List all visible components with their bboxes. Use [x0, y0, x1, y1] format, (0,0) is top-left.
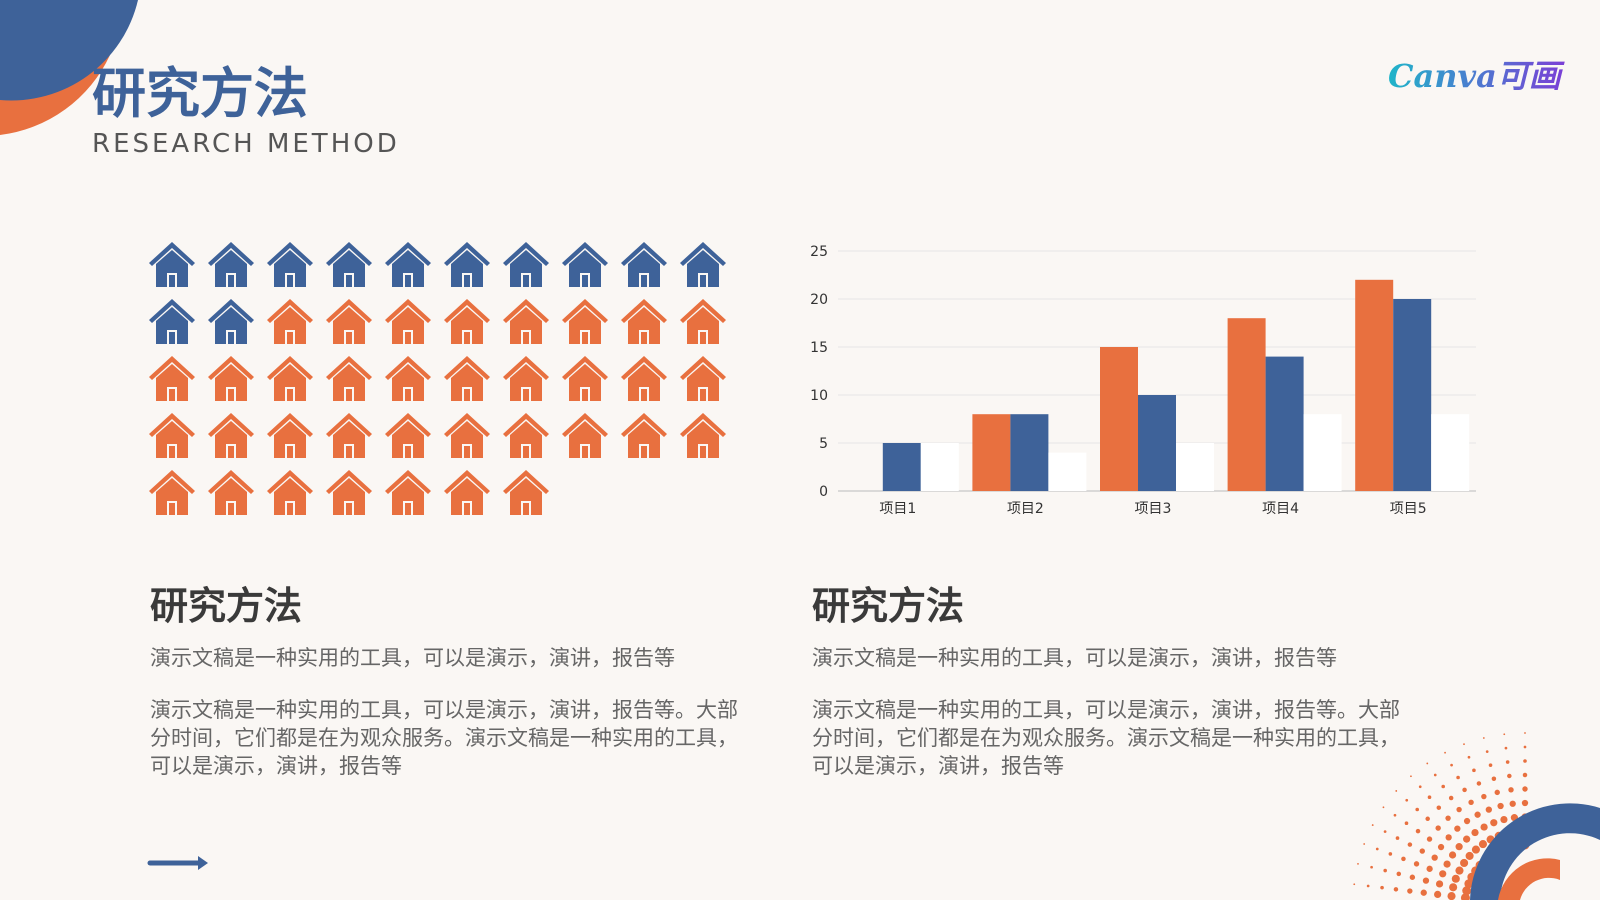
bar — [1355, 279, 1394, 491]
house-icon — [503, 413, 549, 458]
x-tick-label: 项目3 — [1135, 501, 1172, 517]
bar — [1265, 356, 1304, 491]
house-icon — [680, 242, 726, 287]
title: 研究方法 — [92, 62, 308, 125]
x-tick-label: 项目4 — [1262, 501, 1299, 517]
house-icon — [326, 470, 372, 515]
house-icon — [149, 470, 195, 515]
bar — [1048, 452, 1087, 491]
corner-arc — [1470, 803, 1600, 900]
bar — [920, 443, 959, 491]
y-tick-label: 20 — [810, 292, 828, 308]
house-icon — [503, 356, 549, 401]
chart: 0 5 10 15 20 25 项目1 项目2 项目3 项目4 项目5 — [810, 244, 1476, 517]
section-body: 演示文稿是一种实用的工具，可以是演示，演讲，报告等。大部分时间，它们都是在为观众… — [812, 698, 1400, 778]
house-icon — [385, 242, 431, 287]
house-icon — [208, 470, 254, 515]
bar — [1431, 414, 1470, 491]
bar — [1176, 443, 1214, 491]
y-tick-label: 5 — [819, 436, 828, 452]
house-icon — [680, 413, 726, 458]
house-icon — [444, 299, 490, 344]
house-icon — [267, 299, 313, 344]
house-icon — [149, 356, 195, 401]
house-icon — [267, 356, 313, 401]
bar — [1227, 318, 1266, 491]
pictogram — [149, 242, 726, 515]
bar — [972, 414, 1011, 491]
bar — [1138, 395, 1176, 491]
house-icon — [326, 413, 372, 458]
x-tick-label: 项目2 — [1007, 501, 1044, 517]
house-icon — [326, 356, 372, 401]
house-icon — [562, 356, 608, 401]
house-icon — [562, 242, 608, 287]
y-tick-label: 10 — [810, 388, 828, 404]
house-icon — [444, 470, 490, 515]
house-icon — [385, 299, 431, 344]
bar — [1393, 299, 1432, 491]
house-icon — [562, 413, 608, 458]
house-icon — [621, 242, 667, 287]
house-icon — [621, 299, 667, 344]
section-title: 研究方法 — [812, 584, 965, 628]
bar — [1010, 414, 1049, 491]
house-icon — [621, 413, 667, 458]
y-tick-label: 0 — [819, 484, 828, 500]
house-icon — [149, 299, 195, 344]
section-body: 演示文稿是一种实用的工具，可以是演示，演讲，报告等。大部分时间，它们都是在为观众… — [150, 698, 738, 778]
section-title: 研究方法 — [150, 584, 303, 628]
house-icon — [326, 242, 372, 287]
corner-arc — [1498, 858, 1560, 900]
house-icon — [503, 470, 549, 515]
bar — [1100, 347, 1138, 491]
house-icon — [621, 356, 667, 401]
house-icon — [385, 356, 431, 401]
house-icon — [444, 356, 490, 401]
house-icon — [680, 356, 726, 401]
house-icon — [149, 242, 195, 287]
section: 研究方法 演示文稿是一种实用的工具，可以是演示，演讲，报告等 演示文稿是一种实用… — [150, 575, 750, 780]
bar — [1303, 414, 1342, 491]
house-icon — [208, 242, 254, 287]
house-icon — [444, 413, 490, 458]
house-icon — [562, 299, 608, 344]
house-icon — [444, 242, 490, 287]
house-icon — [267, 413, 313, 458]
house-icon — [503, 299, 549, 344]
house-icon — [149, 413, 195, 458]
y-tick-label: 15 — [810, 340, 828, 356]
house-icon — [326, 299, 372, 344]
arrow — [147, 856, 208, 870]
y-tick-label: 25 — [810, 244, 828, 260]
section-lead: 演示文稿是一种实用的工具，可以是演示，演讲，报告等 — [150, 646, 675, 670]
logo: Canva可画 — [1388, 57, 1565, 95]
subtitle: RESEARCH METHOD — [92, 129, 400, 159]
x-tick-label: 项目1 — [879, 501, 916, 517]
house-icon — [503, 242, 549, 287]
house-icon — [385, 470, 431, 515]
house-icon — [208, 356, 254, 401]
corner-circle — [0, 0, 138, 101]
house-icon — [680, 299, 726, 344]
section: 研究方法 演示文稿是一种实用的工具，可以是演示，演讲，报告等 演示文稿是一种实用… — [812, 575, 1412, 780]
house-icon — [208, 299, 254, 344]
bar — [882, 443, 921, 491]
house-icon — [385, 413, 431, 458]
house-icon — [267, 470, 313, 515]
x-tick-label: 项目5 — [1390, 501, 1427, 517]
section-lead: 演示文稿是一种实用的工具，可以是演示，演讲，报告等 — [812, 646, 1337, 670]
house-icon — [267, 242, 313, 287]
house-icon — [208, 413, 254, 458]
